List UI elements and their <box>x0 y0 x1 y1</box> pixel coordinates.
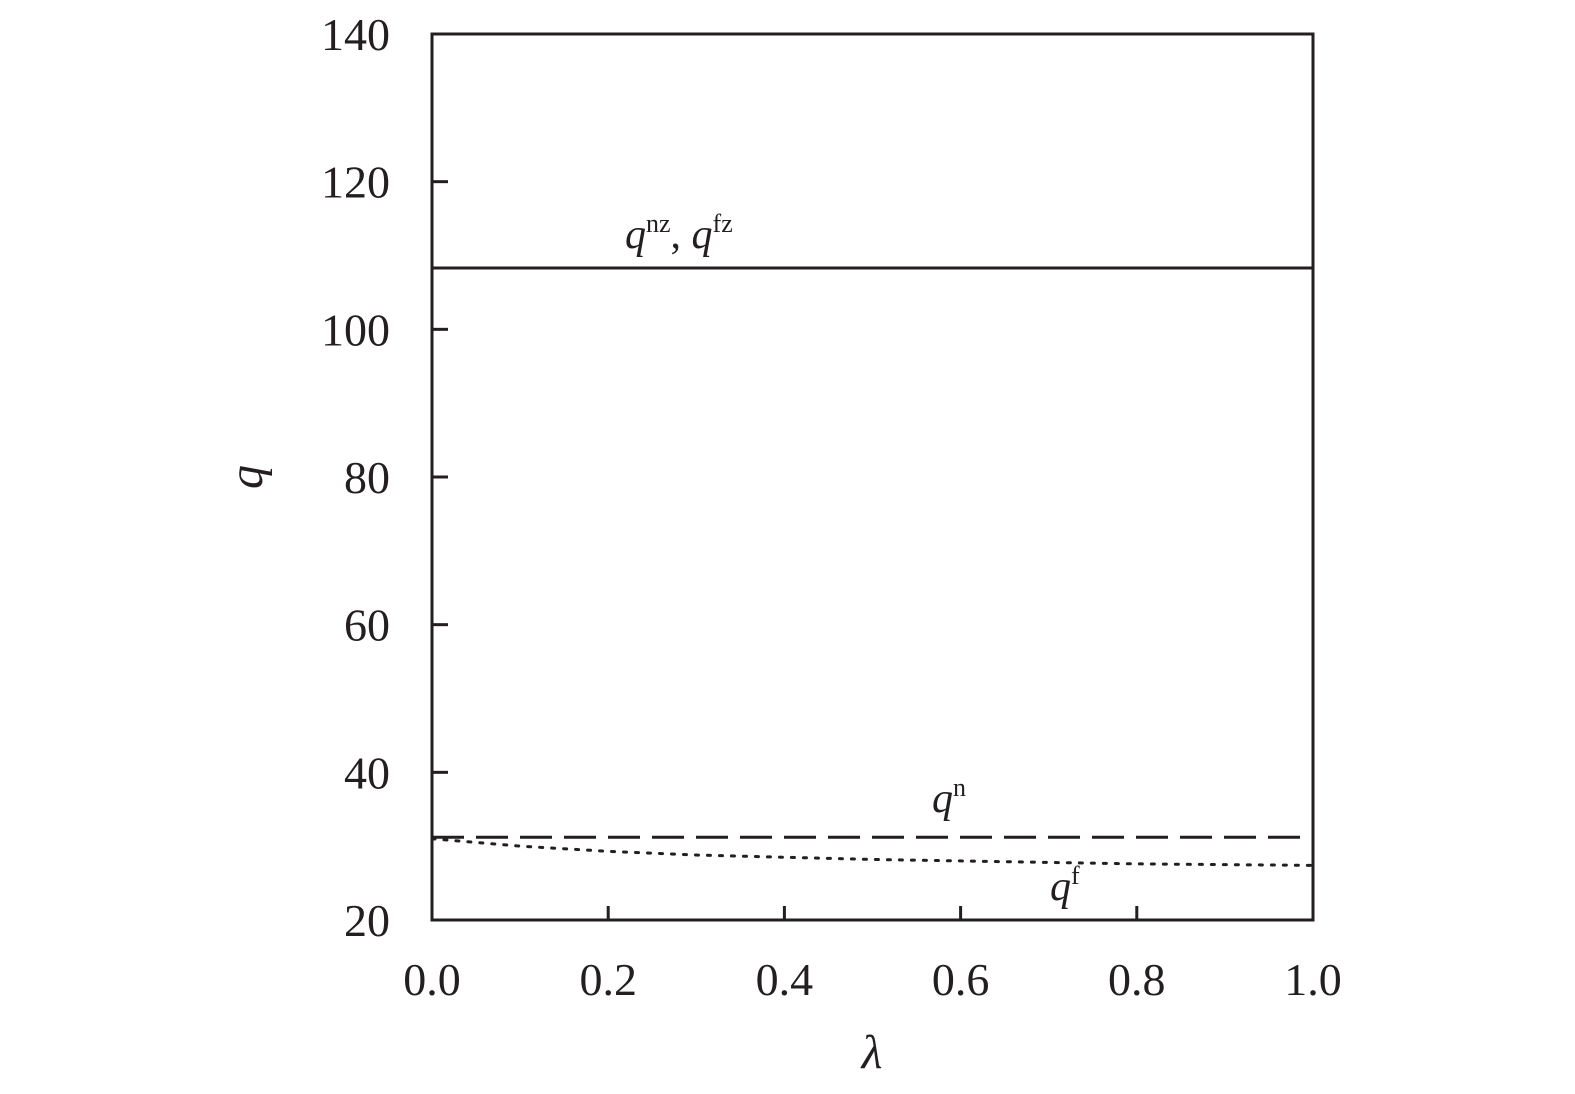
y-axis: 20 40 60 80 100 120 140 <box>321 9 448 946</box>
curve-label-dotted: qf <box>1050 861 1080 910</box>
y-tick-label: 60 <box>344 600 390 651</box>
x-axis: 0.0 0.2 0.4 0.6 0.8 1.0 <box>403 906 1342 1005</box>
y-axis-title: q <box>220 465 273 489</box>
y-tick-label: 100 <box>321 304 390 355</box>
x-tick-label: 0.8 <box>1108 954 1166 1005</box>
plot-frame <box>430 32 1315 922</box>
y-tick-label: 20 <box>344 895 390 946</box>
series-group <box>430 266 1315 867</box>
x-axis-title: λ <box>860 1026 883 1079</box>
y-tick-label: 80 <box>344 452 390 503</box>
x-tick-label: 0.2 <box>579 954 637 1005</box>
curve-label-dashed: qn <box>932 773 966 822</box>
y-tick-label: 140 <box>321 9 390 60</box>
x-tick-label: 1.0 <box>1284 954 1342 1005</box>
x-tick-label: 0.0 <box>403 954 461 1005</box>
series-line-dotted <box>430 837 1315 867</box>
x-tick-label: 0.4 <box>756 954 814 1005</box>
curve-labels: qnz, qfz qn qf <box>625 209 1080 910</box>
x-tick-label: 0.6 <box>932 954 990 1005</box>
curve-label-solid: qnz, qfz <box>625 209 733 258</box>
y-tick-label: 40 <box>344 747 390 798</box>
y-tick-label: 120 <box>321 157 390 208</box>
